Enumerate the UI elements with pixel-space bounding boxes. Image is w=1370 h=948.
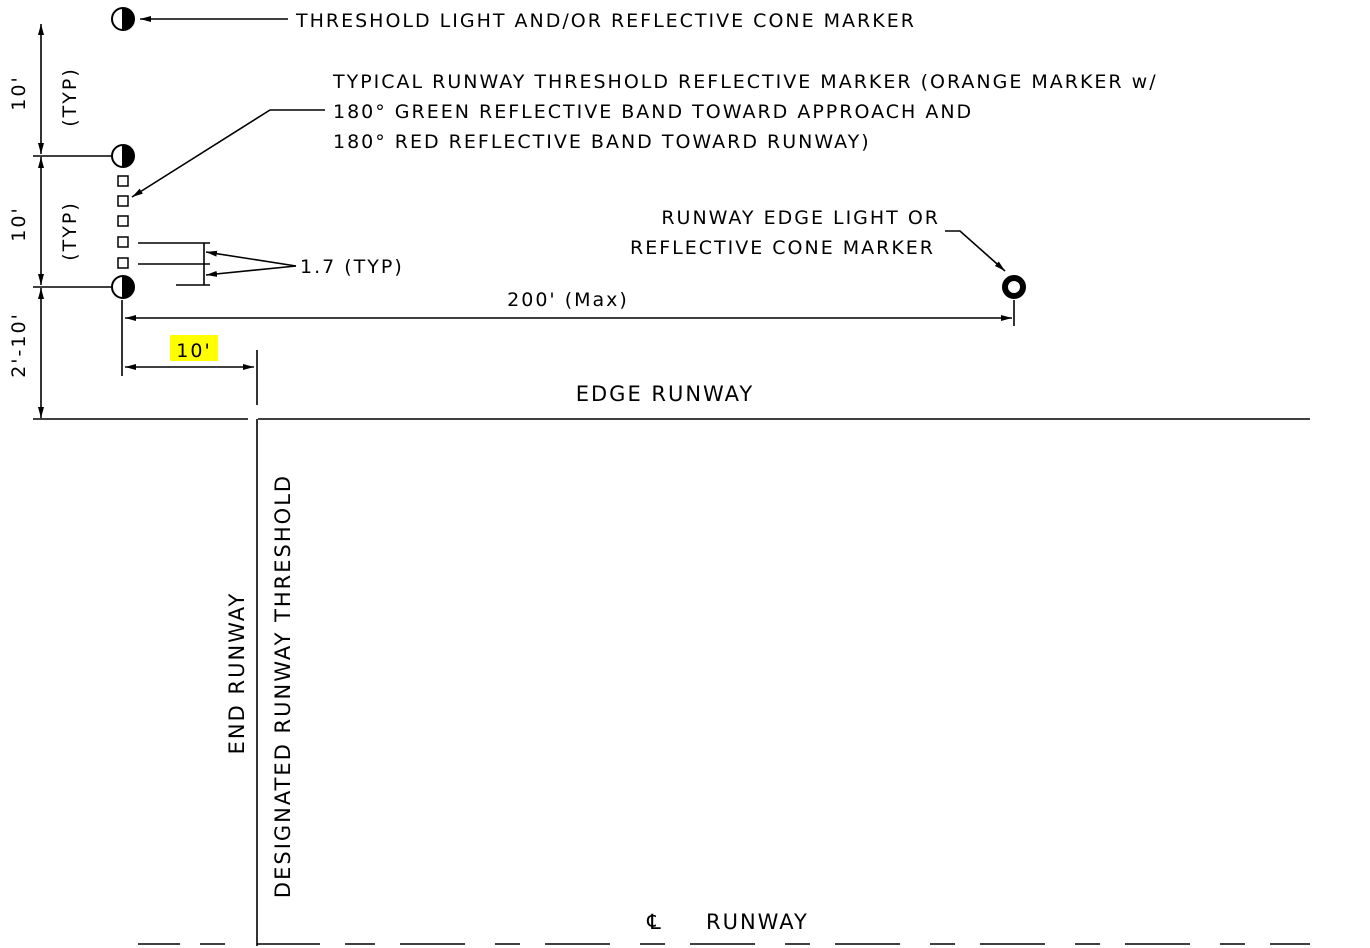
max-spacing-label: 200' (Max) [507, 289, 629, 311]
reflective-marker-line2: 180° GREEN REFLECTIVE BAND TOWARD APPROA… [333, 101, 973, 123]
leader-edge-light [945, 230, 1006, 272]
leader-reflective-marker [131, 109, 325, 198]
dim-bottom-label: 2'-10' [8, 312, 30, 378]
dim-upper-typ-label: (TYP) [59, 67, 81, 127]
threshold-light-label: THRESHOLD LIGHT AND/OR REFLECTIVE CONE M… [295, 10, 916, 32]
designated-threshold-label: DESIGNATED RUNWAY THRESHOLD [271, 474, 295, 898]
centerline-symbol: ℄ [646, 910, 662, 934]
offset-10-label: 10' [176, 340, 211, 362]
edge-light-line1: RUNWAY EDGE LIGHT OR [661, 207, 940, 229]
edge-light-line2: REFLECTIVE CONE MARKER [630, 237, 935, 259]
edge-light-icon [1002, 275, 1026, 299]
reflective-markers [117, 175, 129, 269]
threshold-light-top [111, 7, 135, 31]
reflective-marker [117, 236, 129, 248]
threshold-light-middle [111, 144, 135, 168]
marker-spacing-label: 1.7 (TYP) [300, 256, 404, 278]
leader-17-b [205, 265, 297, 277]
reflective-marker [117, 215, 129, 227]
dim-middle-10-label: 10' [8, 206, 30, 241]
reflective-marker-line1: TYPICAL RUNWAY THRESHOLD REFLECTIVE MARK… [332, 71, 1158, 93]
geometry-lines [33, 16, 1310, 946]
end-runway-label: END RUNWAY [225, 592, 249, 755]
leader-17-a [205, 250, 297, 267]
dim-upper-10-label: 10' [8, 75, 30, 110]
reflective-marker [117, 257, 129, 269]
reflective-marker [117, 175, 129, 187]
edge-runway-label: EDGE RUNWAY [576, 382, 755, 406]
threshold-light-bottom [111, 275, 135, 299]
dim-middle-typ-label: (TYP) [59, 201, 81, 261]
centerline-runway-label: RUNWAY [706, 910, 809, 934]
reflective-marker-line3: 180° RED REFLECTIVE BAND TOWARD RUNWAY) [333, 131, 871, 153]
reflective-marker [117, 195, 129, 207]
highlight-10 [170, 335, 218, 361]
